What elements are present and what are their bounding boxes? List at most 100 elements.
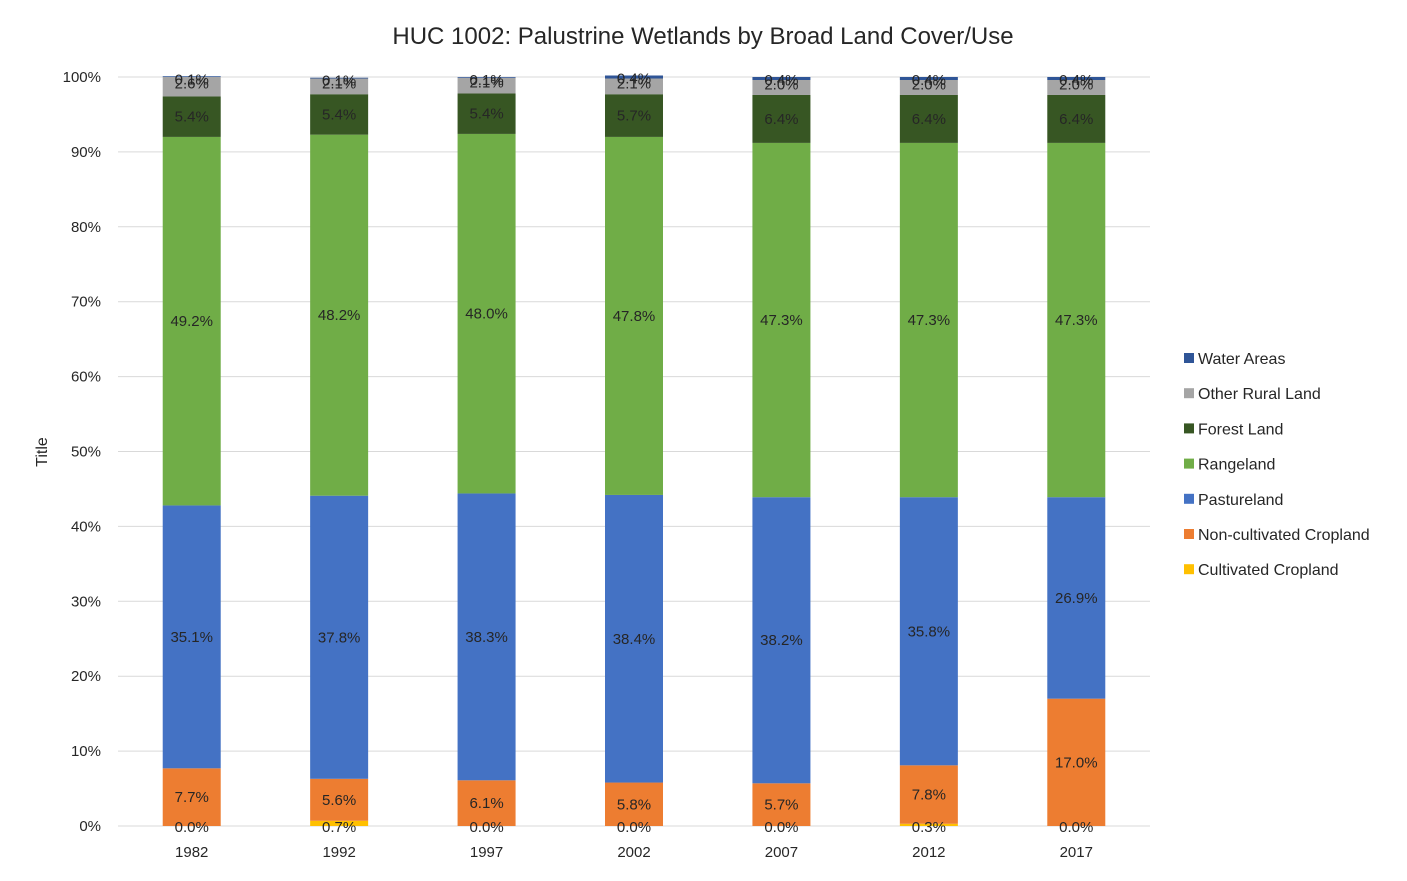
bar-segment	[310, 134, 369, 496]
legend-label: Non-cultivated Cropland	[1198, 527, 1370, 544]
y-axis-title: Title	[34, 437, 51, 467]
data-label: 0.1%	[175, 71, 209, 88]
data-label: 0.1%	[322, 73, 356, 90]
legend-item: Forest Land	[1184, 421, 1283, 438]
data-label: 0.4%	[1059, 72, 1093, 89]
data-label: 2.1%	[469, 75, 503, 92]
bar-segment	[457, 780, 516, 826]
bars	[162, 75, 1106, 826]
data-label: 38.3%	[465, 629, 508, 646]
y-tick-label: 0%	[79, 818, 101, 835]
data-label: 48.0%	[465, 306, 508, 323]
data-label: 26.9%	[1055, 590, 1098, 607]
y-tick-label: 80%	[71, 219, 101, 236]
bar-segment	[899, 823, 958, 826]
y-tick-label: 60%	[71, 369, 101, 386]
data-label: 5.6%	[322, 792, 356, 809]
legend-label: Rangeland	[1198, 457, 1275, 474]
bar-segment	[899, 94, 958, 143]
data-label: 2.0%	[764, 76, 798, 93]
data-label: 0.0%	[175, 819, 209, 836]
data-label: 5.8%	[617, 796, 651, 813]
data-label: 47.8%	[613, 308, 656, 325]
bar-segment	[310, 820, 369, 826]
legend-label: Cultivated Cropland	[1198, 562, 1339, 579]
y-tick-label: 10%	[71, 743, 101, 760]
legend-swatch	[1184, 423, 1194, 434]
legend-item: Pastureland	[1184, 492, 1283, 509]
data-label: 2.1%	[322, 75, 356, 92]
data-label: 5.4%	[175, 109, 209, 126]
x-tick-label: 2002	[617, 844, 650, 861]
bar-segment	[310, 778, 369, 821]
x-tick-label: 1997	[470, 844, 503, 861]
bar-segment	[605, 782, 663, 826]
data-label: 2.1%	[617, 75, 651, 92]
data-labels: 0.0%7.7%35.1%49.2%5.4%2.6%0.1%0.7%5.6%37…	[170, 71, 1097, 836]
data-label: 38.2%	[760, 632, 803, 649]
legend-item: Non-cultivated Cropland	[1184, 527, 1370, 544]
bar-segment	[310, 94, 369, 135]
chart-title: HUC 1002: Palustrine Wetlands by Broad L…	[392, 23, 1013, 50]
bar-segment	[162, 96, 221, 137]
bar-segment	[457, 133, 516, 494]
x-tick-label: 2007	[765, 844, 798, 861]
data-label: 5.7%	[617, 108, 651, 125]
data-label: 6.4%	[764, 111, 798, 128]
bar-segment	[162, 77, 221, 97]
data-label: 6.4%	[912, 111, 946, 128]
legend-label: Water Areas	[1198, 351, 1285, 368]
bar-segment	[457, 77, 516, 94]
data-label: 7.8%	[912, 787, 946, 804]
x-tick-label: 1982	[175, 844, 208, 861]
y-tick-label: 70%	[71, 294, 101, 311]
bar-segment	[899, 497, 958, 766]
legend-label: Other Rural Land	[1198, 386, 1321, 403]
data-label: 47.3%	[760, 312, 803, 329]
data-label: 2.0%	[1059, 76, 1093, 93]
data-label: 0.0%	[617, 819, 651, 836]
data-label: 47.3%	[1055, 312, 1098, 329]
y-tick-label: 50%	[71, 444, 101, 461]
data-label: 2.0%	[912, 76, 946, 93]
bar-segment	[457, 77, 516, 78]
bar-segment	[605, 136, 663, 495]
legend-swatch	[1184, 529, 1194, 539]
data-label: 0.0%	[469, 819, 503, 836]
legend-swatch	[1184, 353, 1194, 363]
bar-segment	[605, 494, 663, 783]
data-label: 6.4%	[1059, 111, 1093, 128]
bar-segment	[752, 79, 811, 95]
legend-item: Water Areas	[1184, 351, 1285, 368]
bar-segment	[605, 78, 663, 95]
legend-item: Other Rural Land	[1184, 386, 1321, 403]
data-label: 48.2%	[318, 307, 361, 324]
bar-segment	[899, 765, 958, 824]
legend-label: Pastureland	[1198, 492, 1283, 509]
legend-swatch	[1184, 493, 1194, 504]
legend-label: Forest Land	[1198, 421, 1283, 438]
x-tick-label: 2012	[912, 844, 945, 861]
bar-segment	[162, 136, 221, 506]
bar-segment	[899, 77, 958, 80]
bar-segment	[1047, 79, 1106, 95]
y-tick-label: 30%	[71, 593, 101, 610]
data-label: 0.3%	[912, 819, 946, 836]
data-label: 5.7%	[764, 797, 798, 814]
data-label: 35.1%	[170, 629, 213, 646]
y-tick-label: 90%	[71, 144, 101, 161]
bar-segment	[310, 78, 369, 95]
data-label: 35.8%	[908, 623, 951, 640]
y-tick-label: 40%	[71, 518, 101, 535]
bar-segment	[605, 94, 663, 137]
data-label: 0.4%	[764, 72, 798, 89]
bar-segment	[457, 93, 516, 134]
bar-segment	[1047, 77, 1106, 80]
x-tick-label: 1992	[322, 844, 355, 861]
bar-segment	[1047, 698, 1106, 826]
bar-segment	[310, 495, 369, 779]
data-label: 0.4%	[617, 71, 651, 88]
bar-segment	[752, 497, 811, 784]
bar-segment	[310, 77, 369, 79]
